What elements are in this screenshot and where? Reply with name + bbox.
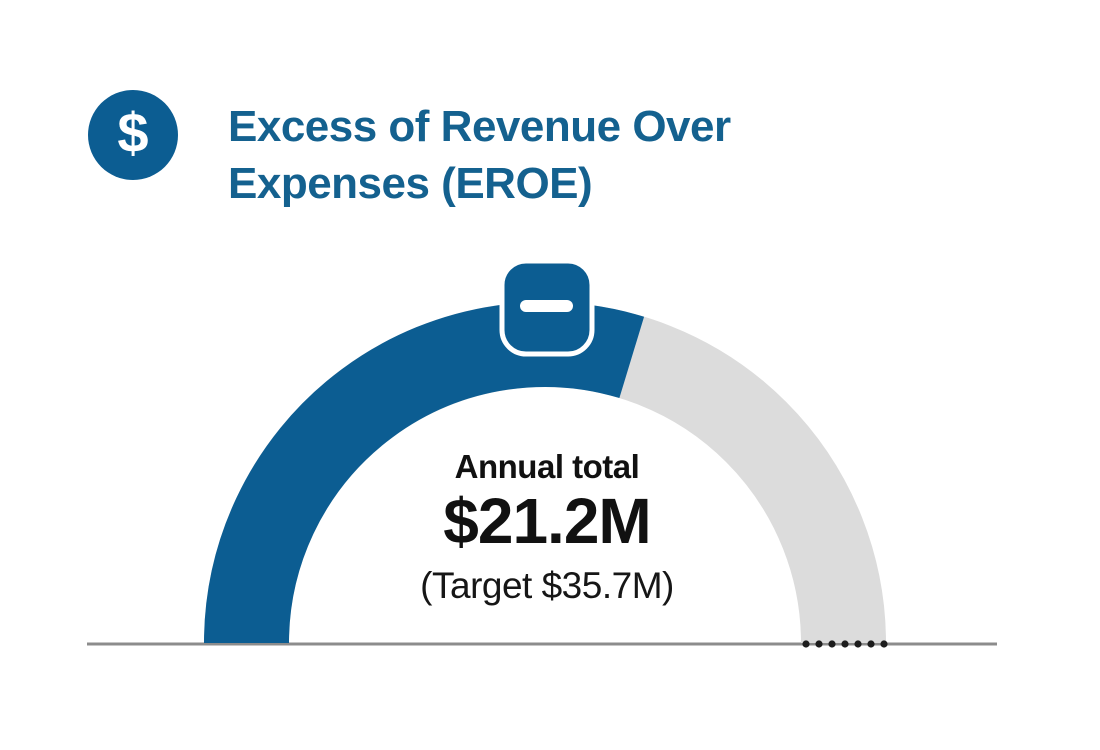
annual-total-label: Annual total: [454, 448, 640, 485]
annual-total-value: $21.2M: [443, 485, 651, 557]
target-dot: [828, 640, 836, 648]
gauge-center-text: Annual total $21.2M (Target $35.7M): [420, 450, 674, 605]
target-value-label: (Target $35.7M): [420, 565, 674, 606]
target-dot: [815, 640, 823, 648]
target-dot: [841, 640, 849, 648]
page-title: Excess of Revenue Over Expenses (EROE): [228, 98, 731, 212]
dollar-icon: $: [88, 90, 178, 180]
dollar-icon-glyph: $: [117, 101, 149, 164]
target-dot: [867, 640, 875, 648]
target-dots: [802, 640, 888, 648]
minus-icon: [520, 300, 573, 312]
target-dot: [880, 640, 888, 648]
target-dot: [802, 640, 810, 648]
minus-badge: [499, 258, 595, 357]
page-title-line-2: Expenses (EROE): [228, 159, 593, 208]
page-title-line-1: Excess of Revenue Over: [228, 102, 731, 151]
target-dot: [854, 640, 862, 648]
